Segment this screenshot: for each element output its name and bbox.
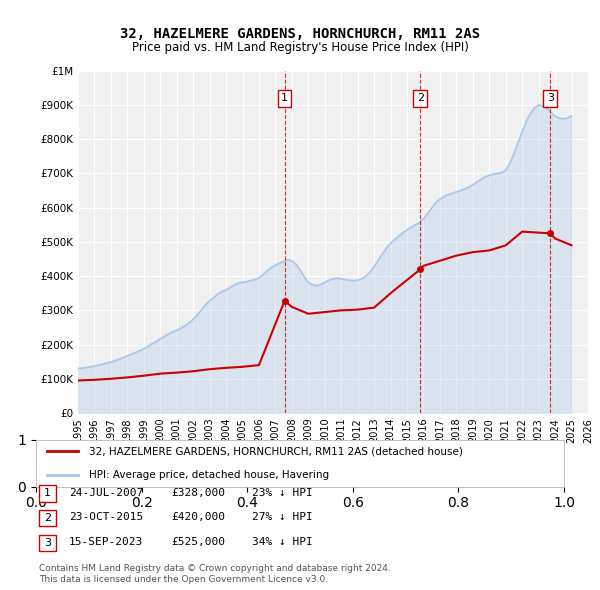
Text: 27% ↓ HPI: 27% ↓ HPI <box>252 513 313 522</box>
Text: 23% ↓ HPI: 23% ↓ HPI <box>252 488 313 497</box>
Text: £420,000: £420,000 <box>171 513 225 522</box>
Text: 1: 1 <box>44 489 51 498</box>
Text: Price paid vs. HM Land Registry's House Price Index (HPI): Price paid vs. HM Land Registry's House … <box>131 41 469 54</box>
Text: 2: 2 <box>44 513 51 523</box>
Text: 3: 3 <box>547 93 554 103</box>
Text: 23-OCT-2015: 23-OCT-2015 <box>69 513 143 522</box>
Text: 32, HAZELMERE GARDENS, HORNCHURCH, RM11 2AS: 32, HAZELMERE GARDENS, HORNCHURCH, RM11 … <box>120 27 480 41</box>
Text: 3: 3 <box>44 538 51 548</box>
Text: HPI: Average price, detached house, Havering: HPI: Average price, detached house, Have… <box>89 470 329 480</box>
Text: 1: 1 <box>281 93 288 103</box>
Text: 34% ↓ HPI: 34% ↓ HPI <box>252 537 313 547</box>
Text: £328,000: £328,000 <box>171 488 225 497</box>
Text: 2: 2 <box>417 93 424 103</box>
Text: 32, HAZELMERE GARDENS, HORNCHURCH, RM11 2AS (detached house): 32, HAZELMERE GARDENS, HORNCHURCH, RM11 … <box>89 447 463 456</box>
Text: This data is licensed under the Open Government Licence v3.0.: This data is licensed under the Open Gov… <box>39 575 328 584</box>
Text: Contains HM Land Registry data © Crown copyright and database right 2024.: Contains HM Land Registry data © Crown c… <box>39 565 391 573</box>
Text: £525,000: £525,000 <box>171 537 225 547</box>
Text: 15-SEP-2023: 15-SEP-2023 <box>69 537 143 547</box>
Text: 24-JUL-2007: 24-JUL-2007 <box>69 488 143 497</box>
